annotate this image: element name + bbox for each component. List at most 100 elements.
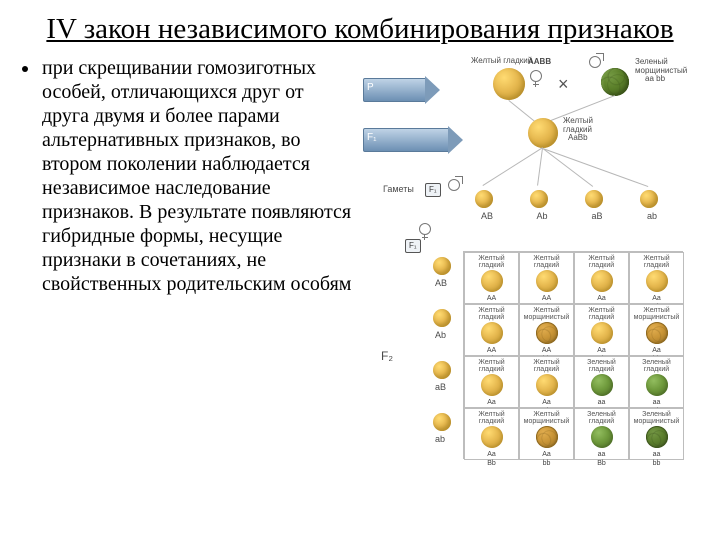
- punnett-cell: Зеленый гладкийaaBb: [574, 408, 629, 460]
- male-icon: [448, 179, 460, 191]
- cell-pheno: Желтый гладкий: [465, 359, 518, 373]
- cell-pheno: Желтый гладкий: [630, 255, 683, 269]
- cell-geno-2: Bb: [487, 460, 496, 467]
- connector-line: [542, 148, 593, 187]
- badge-f1-left: F₁: [405, 239, 421, 253]
- punnett-cell: Желтый гладкийAaBB: [574, 252, 629, 304]
- punnett-cell: Желтый морщинистыйAabb: [629, 304, 684, 356]
- diagram-label: Гаметы: [383, 184, 414, 194]
- punnett-cell: Желтый гладкийAABb: [464, 304, 519, 356]
- cell-geno-1: aa: [598, 451, 606, 458]
- pea-icon: [433, 361, 451, 379]
- cell-geno-1: AA: [542, 347, 551, 354]
- cell-geno-1: Aa: [542, 399, 551, 406]
- cell-pheno: Желтый гладкий: [465, 411, 518, 425]
- cell-geno-1: Aa: [597, 295, 606, 302]
- diagram-label: AB: [477, 211, 497, 221]
- punnett-cell: Желтый гладкийAABb: [519, 252, 574, 304]
- pea-icon: [536, 270, 558, 292]
- pea-icon: [591, 270, 613, 292]
- connector-line: [508, 100, 535, 122]
- punnett-cell: Желтый гладкийAaBb: [629, 252, 684, 304]
- cell-pheno: Зеленый морщинистый: [630, 411, 683, 425]
- diagram-label: Желтый гладкий: [563, 116, 613, 134]
- cell-pheno: Желтый морщинистый: [520, 411, 573, 425]
- cell-pheno: Зеленый гладкий: [575, 411, 628, 425]
- cell-pheno: Желтый морщинистый: [630, 307, 683, 321]
- punnett-cell: Желтый гладкийAABB: [464, 252, 519, 304]
- label-p: P: [367, 82, 374, 93]
- cell-pheno: Зеленый гладкий: [575, 359, 628, 373]
- diagram-label: ×: [558, 74, 569, 95]
- male-icon: [589, 56, 601, 68]
- diagram-label: Ab: [435, 330, 446, 340]
- cell-geno-2: bb: [653, 460, 661, 467]
- female-icon: [530, 70, 542, 82]
- punnett-cell: Желтый гладкийAaBB: [464, 356, 519, 408]
- punnett-cell: Желтый гладкийAaBb: [519, 356, 574, 408]
- cell-geno-1: Aa: [597, 347, 606, 354]
- cell-pheno: Желтый морщинистый: [520, 307, 573, 321]
- punnett-cell: Желтый гладкийAaBb: [464, 408, 519, 460]
- pea-icon: [433, 413, 451, 431]
- label-f1: F₁: [367, 132, 376, 143]
- diagram-label: Желтый гладкий: [471, 56, 532, 65]
- pea-icon: [481, 322, 503, 344]
- cell-geno-1: Aa: [542, 451, 551, 458]
- pea-icon: [585, 190, 603, 208]
- cell-pheno: Желтый гладкий: [520, 359, 573, 373]
- diagram-label: aa bb: [645, 74, 665, 83]
- diagram-label: Ab: [532, 211, 552, 221]
- punnett-cell: Желтый морщинистыйAAbb: [519, 304, 574, 356]
- connector-line: [537, 148, 543, 186]
- pea-icon: [530, 190, 548, 208]
- female-icon: [419, 223, 431, 235]
- pea-icon: [536, 374, 558, 396]
- pea-icon: [646, 270, 668, 292]
- pea-icon: [475, 190, 493, 208]
- cell-pheno: Желтый гладкий: [520, 255, 573, 269]
- cell-geno-1: AA: [487, 347, 496, 354]
- punnett-square: Желтый гладкийAABBЖелтый гладкийAABbЖелт…: [463, 251, 683, 459]
- cell-geno-1: aa: [653, 399, 661, 406]
- diagram-label: ab: [435, 434, 445, 444]
- cell-geno-1: AA: [487, 295, 496, 302]
- pea-icon: [481, 374, 503, 396]
- cell-geno-1: Aa: [487, 399, 496, 406]
- pea-icon: [528, 118, 558, 148]
- genetics-diagram: PF₁Желтый гладкийAABB×Зеленый морщинисты…: [363, 56, 693, 466]
- punnett-cell: Зеленый гладкийaaBB: [574, 356, 629, 408]
- cell-pheno: Желтый гладкий: [575, 255, 628, 269]
- pea-icon: [591, 374, 613, 396]
- cell-geno-1: Aa: [652, 295, 661, 302]
- cell-geno-2: bb: [543, 460, 551, 467]
- diagram-label: Зеленый морщинистый: [635, 57, 690, 75]
- diagram-label: F₂: [381, 349, 393, 363]
- connector-line: [482, 147, 543, 186]
- diagram-label: AaBb: [568, 133, 588, 142]
- arrow-p: P: [363, 78, 427, 102]
- cell-geno-1: Aa: [487, 451, 496, 458]
- slide: IV закон независимого комбинирования при…: [0, 0, 720, 540]
- cell-geno-1: aa: [598, 399, 606, 406]
- diagram-label: AABB: [528, 57, 551, 66]
- pea-icon: [601, 68, 629, 96]
- punnett-cell: Зеленый гладкийaaBb: [629, 356, 684, 408]
- slide-body: при скрещивании гомозиготных особей, отл…: [18, 56, 702, 466]
- diagram-label: ab: [642, 211, 662, 221]
- pea-icon: [591, 426, 613, 448]
- cell-pheno: Желтый гладкий: [575, 307, 628, 321]
- cell-geno-1: AA: [542, 295, 551, 302]
- cell-pheno: Зеленый гладкий: [630, 359, 683, 373]
- bullet-1: при скрещивании гомозиготных особей, отл…: [40, 56, 353, 296]
- pea-icon: [433, 257, 451, 275]
- diagram-label: AB: [435, 278, 447, 288]
- diagram-column: PF₁Желтый гладкийAABB×Зеленый морщинисты…: [363, 56, 702, 466]
- punnett-cell: Желтый гладкийAaBb: [574, 304, 629, 356]
- diagram-label: aB: [435, 382, 446, 392]
- text-column: при скрещивании гомозиготных особей, отл…: [18, 56, 353, 466]
- diagram-label: aB: [587, 211, 607, 221]
- pea-icon: [481, 426, 503, 448]
- cell-geno-2: Bb: [597, 460, 606, 467]
- pea-icon: [640, 190, 658, 208]
